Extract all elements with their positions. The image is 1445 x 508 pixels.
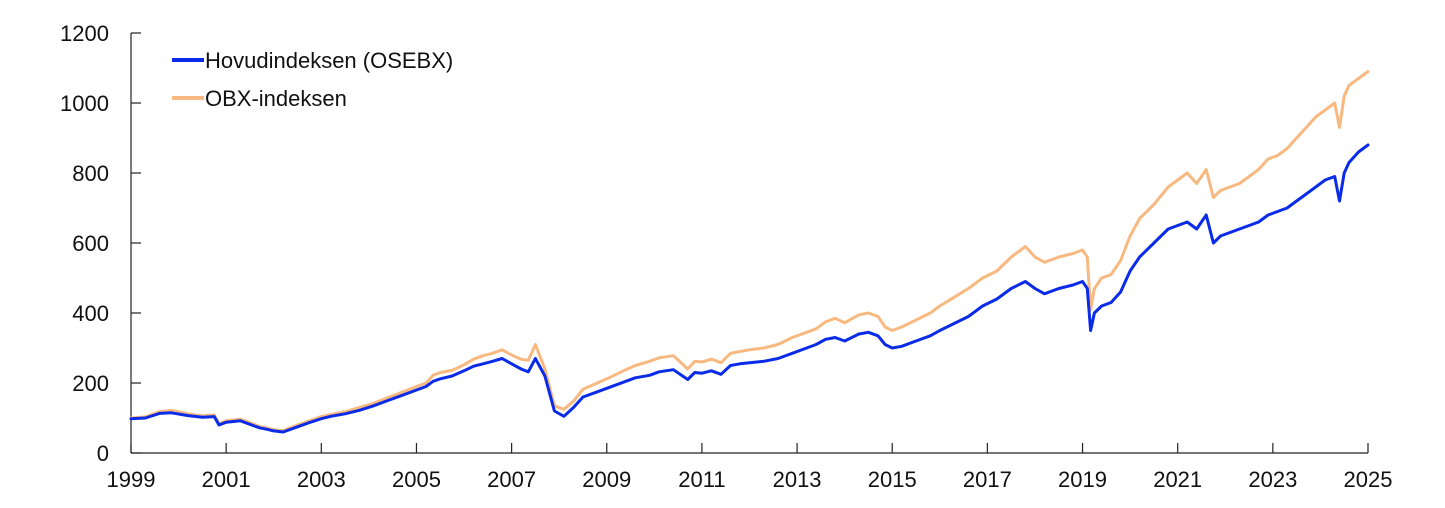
y-tick-label: 1000 bbox=[60, 91, 109, 116]
obx-series-line bbox=[129, 70, 1370, 433]
series-lines bbox=[129, 70, 1370, 434]
x-tick-label: 2021 bbox=[1153, 467, 1202, 492]
legend: Hovudindeksen (OSEBX) OBX-indeksen bbox=[172, 48, 453, 111]
x-tick-label: 2019 bbox=[1058, 467, 1107, 492]
axes: 0 200 400 600 800 1000 1200 1999 2001 2003 2005 200… bbox=[60, 21, 1392, 492]
legend-label-osebx: Hovudindeksen (OSEBX) bbox=[205, 48, 453, 73]
y-tick-label: 600 bbox=[72, 231, 109, 256]
x-tick-label: 2013 bbox=[773, 467, 822, 492]
legend-label-obx: OBX-indeksen bbox=[205, 86, 347, 111]
x-tick-label: 1999 bbox=[107, 467, 156, 492]
y-tick-label: 0 bbox=[97, 441, 109, 466]
y-tick-label: 400 bbox=[72, 301, 109, 326]
x-tick-label: 2015 bbox=[868, 467, 917, 492]
y-tick-label: 200 bbox=[72, 371, 109, 396]
x-tick-label: 2017 bbox=[963, 467, 1012, 492]
y-tick-label: 1200 bbox=[60, 21, 109, 46]
x-tick-label: 2009 bbox=[582, 467, 631, 492]
x-tick-label: 2011 bbox=[678, 467, 725, 492]
x-tick-label: 2005 bbox=[392, 467, 441, 492]
x-tick-label: 2007 bbox=[487, 467, 536, 492]
x-tick-label: 2001 bbox=[202, 467, 251, 492]
osebx-series-line bbox=[129, 143, 1370, 434]
x-tick-label: 2023 bbox=[1248, 467, 1297, 492]
y-tick-label: 800 bbox=[72, 161, 109, 186]
x-tick-label: 2003 bbox=[297, 467, 346, 492]
x-tick-label: 2025 bbox=[1344, 467, 1393, 492]
